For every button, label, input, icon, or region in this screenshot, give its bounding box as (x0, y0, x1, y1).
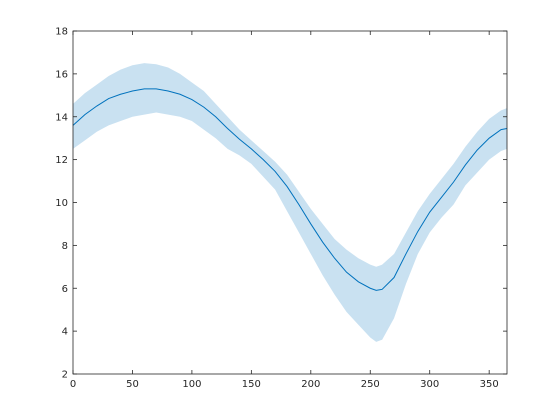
y-tick-label: 16 (55, 69, 68, 80)
y-tick-label: 8 (62, 241, 68, 252)
y-tick-label: 18 (55, 27, 68, 38)
y-tick-label: 10 (55, 198, 68, 209)
x-tick-label: 50 (126, 379, 139, 390)
mean-line-layer (72, 88, 508, 291)
x-tick-label: 200 (301, 379, 320, 390)
x-tick-label: 150 (242, 379, 261, 390)
y-tick-label: 4 (62, 327, 68, 338)
y-tick-label: 14 (55, 112, 68, 123)
x-tick-layer: 0 50 100 150 200 250 300 350 (70, 31, 499, 390)
x-tick-label: 250 (361, 379, 380, 390)
x-tick-label: 300 (420, 379, 439, 390)
x-tick-label: 100 (182, 379, 201, 390)
confidence-band (73, 63, 507, 342)
mean-line (72, 88, 508, 291)
confidence-band-layer (73, 63, 507, 342)
y-tick-label: 12 (55, 155, 68, 166)
x-tick-label: 0 (70, 379, 76, 390)
y-tick-label: 6 (62, 284, 68, 295)
y-tick-layer: 2 4 6 8 10 12 14 16 18 (55, 27, 507, 381)
y-tick-label: 2 (62, 370, 68, 381)
x-tick-label: 350 (480, 379, 499, 390)
